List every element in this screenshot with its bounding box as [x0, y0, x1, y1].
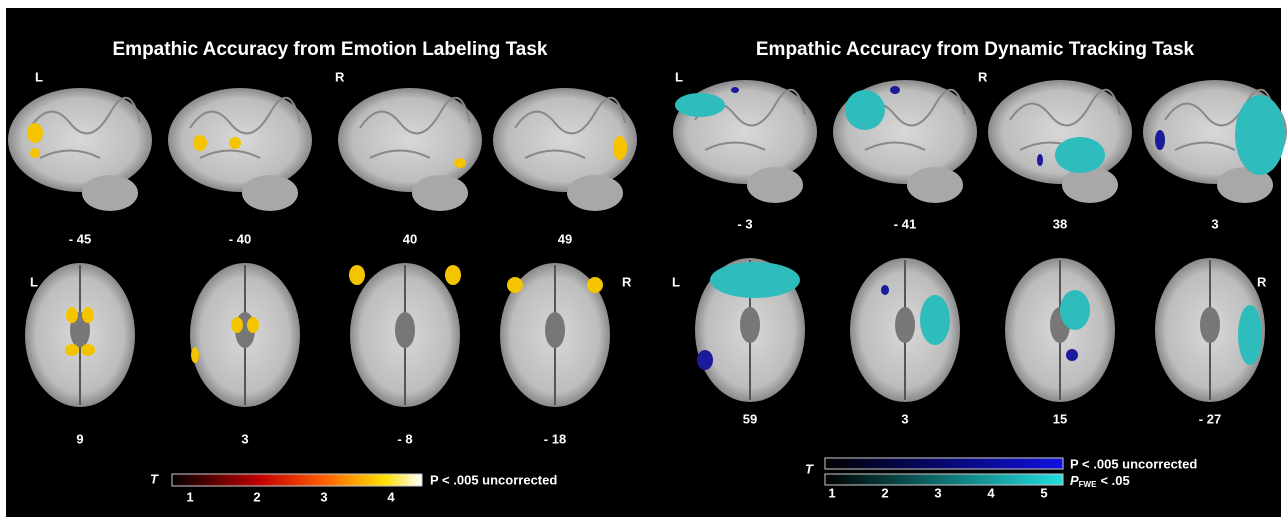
ventricle — [1200, 307, 1220, 343]
ventricle — [740, 307, 760, 343]
activation — [587, 277, 603, 293]
cerebellum — [567, 175, 623, 211]
brain-sagittal — [338, 88, 482, 192]
slice-label: 3 — [241, 431, 248, 446]
cerebellum — [412, 175, 468, 211]
slice-label: - 45 — [69, 231, 91, 246]
colorbar-tick: 4 — [387, 489, 395, 504]
colorbar-tick: 1 — [828, 485, 835, 500]
slice-label: - 40 — [229, 231, 251, 246]
slice-label: - 41 — [894, 216, 916, 231]
activation — [445, 265, 461, 285]
colorbar-tick: 2 — [881, 485, 888, 500]
activation — [82, 307, 94, 323]
slice-label: - 8 — [397, 431, 412, 446]
activation — [191, 347, 199, 363]
p-threshold: < .05 — [1100, 473, 1129, 488]
activation — [247, 317, 259, 333]
colorbar — [825, 474, 1063, 485]
activation — [1235, 95, 1285, 175]
slice-label: 3 — [901, 411, 908, 426]
side-label: L — [675, 69, 683, 84]
activation — [1066, 349, 1078, 361]
activation — [697, 350, 713, 370]
slice-label: 49 — [558, 231, 572, 246]
cerebellum — [907, 167, 963, 203]
ventricle — [395, 312, 415, 348]
slice-label: 3 — [1211, 216, 1218, 231]
activation — [349, 265, 365, 285]
p-symbol: P — [1070, 473, 1079, 488]
activation — [65, 344, 79, 356]
slice-label: 59 — [743, 411, 757, 426]
slice-label: 15 — [1053, 411, 1067, 426]
side-label: R — [978, 69, 988, 84]
colorbar — [172, 474, 422, 486]
colorbar-tick: 5 — [1040, 485, 1047, 500]
colorbar-tick: 2 — [253, 489, 260, 504]
activation — [193, 135, 207, 151]
slice-label: - 27 — [1199, 411, 1221, 426]
colorbar-tick: 3 — [934, 485, 941, 500]
activation — [613, 136, 627, 160]
colorbar-symbol: T — [805, 461, 814, 476]
activation — [454, 158, 466, 168]
background — [6, 8, 1281, 517]
activation — [1055, 137, 1105, 173]
cerebellum — [747, 167, 803, 203]
activation — [1037, 154, 1043, 166]
slice-label: 9 — [76, 431, 83, 446]
cerebellum — [242, 175, 298, 211]
side-label: L — [30, 274, 38, 289]
activation — [507, 277, 523, 293]
activation — [1155, 130, 1165, 150]
side-label: L — [35, 69, 43, 84]
p-subscript: FWE — [1079, 480, 1097, 489]
activation — [920, 295, 950, 345]
activation — [66, 307, 78, 323]
colorbar-label: P < .005 uncorrected — [1070, 456, 1197, 471]
activation — [1238, 305, 1262, 365]
slice-label: 38 — [1053, 216, 1067, 231]
figure: Empathic Accuracy from Emotion Labeling … — [0, 0, 1287, 517]
side-label: L — [672, 274, 680, 289]
ventricle — [545, 312, 565, 348]
colorbar-symbol: T — [150, 471, 159, 486]
slice-label: - 18 — [544, 431, 566, 446]
slice-label: 40 — [403, 231, 417, 246]
activation — [231, 317, 243, 333]
panel-title: Empathic Accuracy from Dynamic Tracking … — [756, 39, 1195, 60]
colorbar-label: P < .005 uncorrected — [430, 472, 557, 487]
brain-sagittal — [988, 80, 1132, 184]
activation — [30, 148, 40, 158]
activation — [710, 262, 800, 298]
colorbar-tick: 1 — [186, 489, 193, 504]
activation — [845, 90, 885, 130]
activation — [27, 123, 43, 143]
activation — [881, 285, 889, 295]
colorbar — [825, 458, 1063, 469]
side-label: R — [1257, 274, 1267, 289]
side-label: R — [335, 69, 345, 84]
activation — [890, 86, 900, 94]
colorbar-tick: 4 — [987, 485, 995, 500]
activation — [81, 344, 95, 356]
colorbar-tick: 3 — [320, 489, 327, 504]
slice-label: - 3 — [737, 216, 752, 231]
activation — [675, 93, 725, 117]
cerebellum — [1062, 167, 1118, 203]
activation — [1060, 290, 1090, 330]
activation — [731, 87, 739, 93]
side-label: R — [622, 274, 632, 289]
activation — [229, 137, 241, 149]
cerebellum — [82, 175, 138, 211]
ventricle — [895, 307, 915, 343]
panel-title: Empathic Accuracy from Emotion Labeling … — [113, 39, 548, 60]
